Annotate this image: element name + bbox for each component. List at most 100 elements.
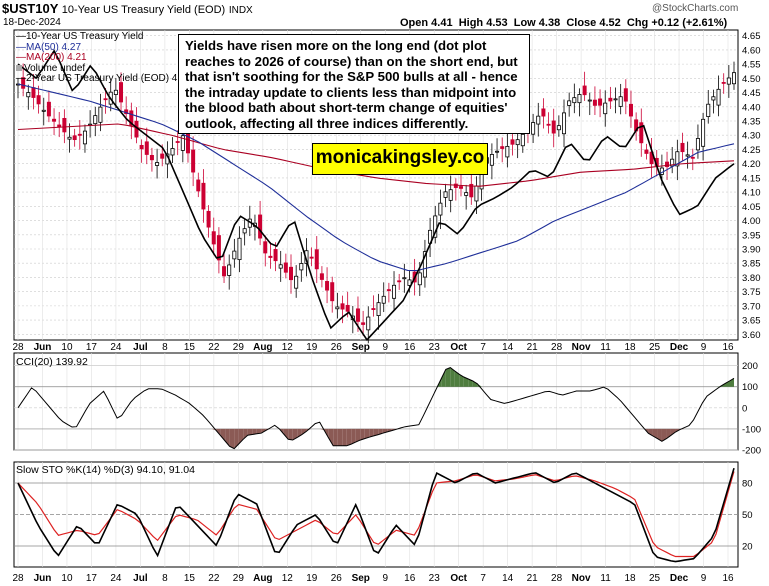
candle-down bbox=[36, 95, 41, 105]
price-tick-label: 4.25 bbox=[742, 145, 761, 156]
candle-up bbox=[392, 284, 397, 299]
price-tick-label: 4.30 bbox=[742, 131, 761, 142]
candle-up bbox=[232, 250, 237, 260]
cci-negative-fill bbox=[229, 428, 235, 449]
x-axis-label: 8 bbox=[162, 342, 168, 353]
x-axis-label: 19 bbox=[306, 573, 318, 584]
x-axis-label: 29 bbox=[233, 342, 245, 353]
watermark: @StockCharts.com bbox=[652, 3, 739, 14]
cci-positive-fill bbox=[724, 380, 730, 387]
x-axis-label: 16 bbox=[722, 342, 734, 353]
cci-negative-fill bbox=[301, 428, 307, 435]
candle-down bbox=[273, 249, 278, 262]
price-tick-label: 4.50 bbox=[742, 74, 761, 85]
x-axis-label: 9 bbox=[701, 573, 707, 584]
x-axis-label: 17 bbox=[86, 342, 98, 353]
candle-down bbox=[608, 97, 613, 102]
cci-tick-label: -200 bbox=[742, 446, 761, 457]
x-axis-label: 9 bbox=[701, 342, 707, 353]
price-tick-label: 3.95 bbox=[742, 230, 761, 241]
candle-down bbox=[397, 280, 402, 283]
candle-up bbox=[98, 106, 103, 123]
candle-up bbox=[180, 135, 185, 151]
candle-up bbox=[170, 148, 175, 156]
cci-negative-fill bbox=[657, 428, 662, 442]
price-tick-label: 4.05 bbox=[742, 202, 761, 213]
candle-down bbox=[453, 183, 458, 188]
candle-up bbox=[716, 88, 721, 106]
candle-up bbox=[278, 264, 283, 269]
x-axis-label: 28 bbox=[551, 342, 563, 353]
sto-tick-label: 20 bbox=[742, 542, 753, 553]
price-tick-label: 4.45 bbox=[742, 88, 761, 99]
x-axis-label: Jul bbox=[133, 342, 148, 353]
candle-down bbox=[314, 249, 319, 270]
cci-negative-fill bbox=[364, 428, 370, 439]
x-axis-label: Jun bbox=[34, 342, 52, 353]
x-axis-label: Aug bbox=[253, 573, 272, 584]
ma50-line bbox=[17, 83, 735, 272]
candle-down bbox=[206, 210, 211, 228]
cci-positive-fill bbox=[441, 369, 446, 387]
cci-negative-fill bbox=[243, 428, 248, 440]
cci-positive-fill bbox=[472, 381, 478, 387]
candle-down bbox=[582, 85, 587, 96]
candle-down bbox=[103, 98, 108, 101]
candle-up bbox=[113, 89, 118, 95]
sto-tick-label: 80 bbox=[742, 479, 753, 490]
price-tick-label: 4.20 bbox=[742, 159, 761, 170]
candle-down bbox=[211, 231, 216, 245]
x-axis-label: Nov bbox=[572, 573, 591, 584]
candle-down bbox=[62, 117, 67, 133]
candle-down bbox=[185, 131, 190, 154]
cci-negative-fill bbox=[283, 428, 289, 440]
chart-date: 18-Dec-2024 bbox=[3, 17, 61, 28]
candle-down bbox=[144, 141, 149, 155]
cci-tick-label: 200 bbox=[742, 361, 758, 372]
price-tick-label: 4.60 bbox=[742, 45, 761, 56]
candle-up bbox=[567, 100, 572, 106]
x-axis-label: 18 bbox=[625, 573, 637, 584]
cci-negative-fill bbox=[306, 428, 311, 432]
brand-label: monicakingsley.co bbox=[312, 143, 488, 175]
candle-down bbox=[340, 303, 345, 310]
x-axis-label: 16 bbox=[404, 342, 416, 353]
candle-up bbox=[299, 263, 304, 271]
x-axis-label: 14 bbox=[502, 342, 514, 353]
candle-down bbox=[546, 123, 551, 126]
candle-up bbox=[93, 115, 98, 125]
candle-up bbox=[711, 96, 716, 101]
price-tick-label: 3.90 bbox=[742, 244, 761, 255]
price-tick-label: 4.35 bbox=[742, 117, 761, 128]
candle-up bbox=[670, 158, 675, 167]
candle-down bbox=[598, 98, 603, 106]
candle-up bbox=[732, 72, 737, 85]
legend-price: —10-Year US Treasury Yield bbox=[16, 31, 144, 42]
x-axis-label: 12 bbox=[282, 342, 294, 353]
cci-negative-fill bbox=[292, 428, 298, 441]
x-axis-label: Oct bbox=[450, 573, 467, 584]
cci-negative-fill bbox=[666, 428, 671, 439]
price-tick-label: 3.60 bbox=[742, 330, 761, 341]
candle-down bbox=[355, 308, 360, 322]
candle-up bbox=[67, 136, 72, 140]
candle-down bbox=[77, 133, 82, 136]
two-year-yield-line bbox=[17, 49, 735, 342]
candle-down bbox=[72, 135, 77, 141]
candle-up bbox=[706, 103, 711, 117]
cci-negative-fill bbox=[288, 428, 293, 441]
candle-down bbox=[129, 110, 134, 126]
candle-up bbox=[572, 97, 577, 104]
cci-positive-fill bbox=[450, 367, 455, 387]
cci-tick-label: 100 bbox=[742, 382, 758, 393]
candle-up bbox=[237, 237, 242, 261]
candle-up bbox=[448, 189, 453, 201]
x-axis-label: 23 bbox=[429, 573, 441, 584]
x-axis-label: Dec bbox=[670, 573, 689, 584]
cci-title: CCI(20) 139.92 bbox=[16, 356, 88, 368]
cci-negative-fill bbox=[328, 428, 334, 446]
price-tick-label: 4.55 bbox=[742, 60, 761, 71]
candle-down bbox=[665, 161, 670, 168]
candle-up bbox=[422, 251, 427, 278]
